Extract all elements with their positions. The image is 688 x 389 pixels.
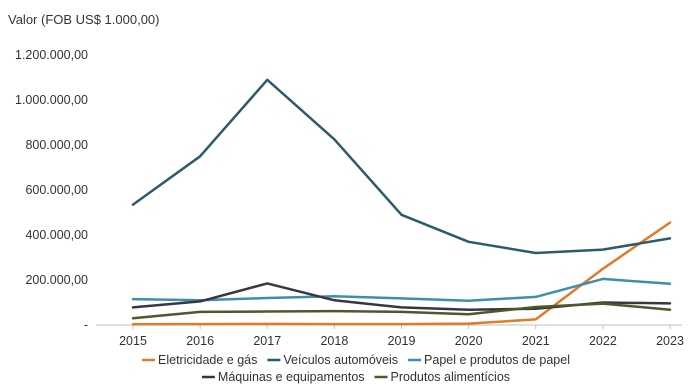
x-tick-label: 2016 [186, 334, 214, 348]
series-line [131, 277, 672, 302]
series-line [131, 78, 672, 255]
legend-label: Veículos automóveis [283, 353, 398, 367]
x-tick-label: 2023 [656, 334, 684, 348]
legend-label: Eletricidade e gás [158, 353, 257, 367]
legend-item: Produtos alimentícios [374, 370, 511, 384]
series-line [131, 302, 672, 320]
y-axis-ticks: - 200.000,00 400.000,00 600.000,00 800.000,0… [15, 48, 88, 332]
y-tick-label: 400.000,00 [25, 228, 88, 242]
legend-row: Eletricidade e gás Veículos automóveis Pap… [142, 353, 570, 367]
legend: Eletricidade e gás Veículos automóveis Pap… [142, 353, 570, 384]
y-tick-label: - [84, 318, 88, 332]
y-axis-title: Valor (FOB US$ 1.000,00) [8, 12, 160, 27]
y-tick-label: 200.000,00 [25, 273, 88, 287]
legend-label: Papel e produtos de papel [424, 353, 570, 367]
legend-item: Papel e produtos de papel [408, 353, 570, 367]
series-line [131, 282, 672, 311]
x-tick-label: 2020 [455, 334, 483, 348]
y-tick-label: 800.000,00 [25, 138, 88, 152]
y-tick-label: 600.000,00 [25, 183, 88, 197]
legend-label: Máquinas e equipamentos [218, 370, 365, 384]
x-tick-label: 2018 [320, 334, 348, 348]
x-tick-label: 2022 [589, 334, 617, 348]
legend-label: Produtos alimentícios [391, 370, 511, 384]
x-tick-label: 2019 [388, 334, 416, 348]
legend-item: Eletricidade e gás [142, 353, 257, 367]
x-tick-label: 2021 [522, 334, 550, 348]
series-lines [131, 78, 672, 326]
legend-item: Máquinas e equipamentos [201, 370, 365, 384]
legend-item: Veículos automóveis [267, 353, 398, 367]
x-tick-label: 2017 [253, 334, 281, 348]
x-axis-ticks: 2015 2016 2017 2018 2019 2020 2021 2022 2023 [119, 325, 684, 348]
y-tick-label: 1.200.000,00 [15, 48, 88, 62]
series-line [131, 221, 672, 326]
legend-row: Máquinas e equipamentos Produtos alimentí… [201, 370, 511, 384]
x-tick-label: 2015 [119, 334, 147, 348]
y-tick-label: 1.000.000,00 [15, 93, 88, 107]
